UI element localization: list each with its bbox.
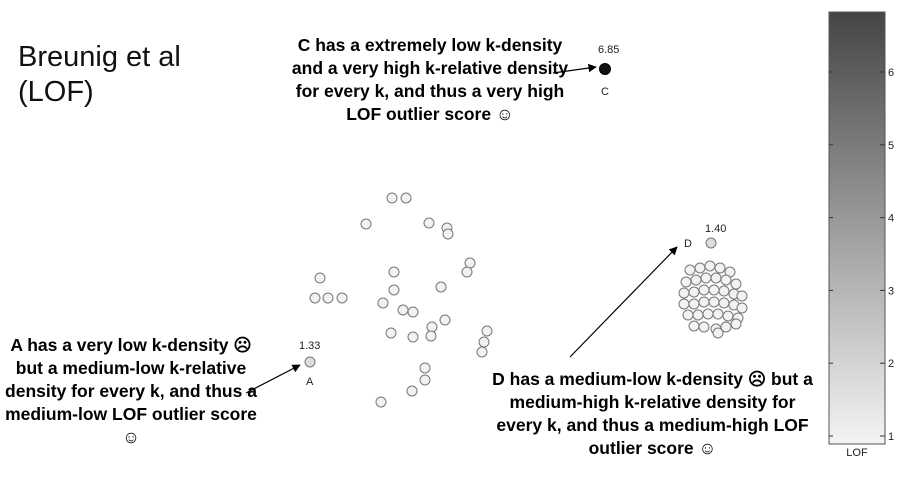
cluster-point (736, 290, 748, 302)
data-point (336, 292, 348, 304)
colorbar-tick-label: 6 (888, 67, 894, 79)
data-point (406, 385, 418, 397)
data-point (309, 292, 321, 304)
data-point (423, 217, 435, 229)
cluster-point (730, 318, 742, 330)
data-point (461, 266, 473, 278)
data-point (419, 362, 431, 374)
annotation-point-c: C has a extremely low k-density and a ve… (291, 35, 569, 124)
colorbar-tick-label: 2 (888, 358, 894, 370)
data-point (377, 297, 389, 309)
colorbar-tick-label: 5 (888, 140, 894, 152)
cluster-point (712, 327, 724, 339)
data-point (314, 272, 326, 284)
annotation-point-d: D has a medium-low k-density ☹ but a med… (492, 369, 813, 458)
data-points-group (309, 192, 748, 408)
data-point (388, 284, 400, 296)
data-point (442, 228, 454, 240)
slide-title: Breunig et al (LOF) (18, 41, 181, 108)
data-point (425, 330, 437, 342)
data-point (476, 346, 488, 358)
point-d-score: 1.40 (705, 223, 726, 235)
colorbar-tick-label: 4 (888, 213, 894, 225)
colorbar-tick-label: 1 (888, 431, 894, 443)
data-point (439, 314, 451, 326)
arrow-to-c (552, 63, 597, 74)
arrow-to-a (245, 364, 301, 394)
data-point (400, 192, 412, 204)
data-point (388, 266, 400, 278)
outlier-point-a (304, 356, 316, 368)
data-point (481, 325, 493, 337)
colorbar-tick-label: 3 (888, 285, 894, 297)
cluster-point (698, 321, 710, 333)
cluster-point (736, 302, 748, 314)
cluster-point (720, 321, 732, 333)
point-a-score: 1.33 (299, 340, 320, 352)
data-point (386, 192, 398, 204)
outlier-point-c (599, 63, 611, 75)
data-point (385, 327, 397, 339)
cluster-point (714, 262, 726, 274)
point-a-label: A (306, 376, 314, 388)
data-point (407, 306, 419, 318)
data-point (419, 374, 431, 386)
colorbar-label: LOF (846, 447, 868, 459)
data-point (360, 218, 372, 230)
point-d-label: D (684, 238, 692, 250)
data-point (322, 292, 334, 304)
data-point (375, 396, 387, 408)
cluster-point (718, 285, 730, 297)
data-point (407, 331, 419, 343)
colorbar-gradient (828, 11, 886, 445)
arrow-to-d (569, 246, 678, 358)
annotation-point-a: A has a very low k-density ☹ but a mediu… (5, 335, 257, 447)
data-point (435, 281, 447, 293)
point-c-label: C (601, 86, 609, 98)
point-c-score: 6.85 (598, 44, 619, 56)
cluster-point (720, 274, 732, 286)
colorbar-ticks: 1 2 3 4 5 6 (829, 67, 894, 443)
outlier-point-d (705, 237, 717, 249)
